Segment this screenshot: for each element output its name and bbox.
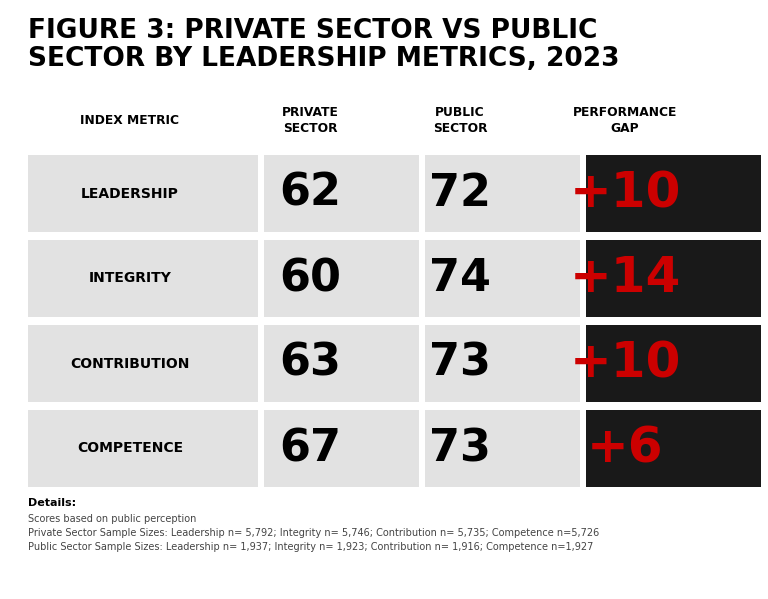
Bar [28, 410, 258, 487]
Text: Private Sector Sample Sizes: Leadership n= 5,792; Integrity n= 5,746; Contributi: Private Sector Sample Sizes: Leadership … [28, 528, 599, 538]
Bar [586, 155, 761, 232]
Text: Details:: Details: [28, 498, 76, 508]
Text: Public Sector Sample Sizes: Leadership n= 1,937; Integrity n= 1,923; Contributio: Public Sector Sample Sizes: Leadership n… [28, 542, 594, 552]
Text: +10: +10 [569, 340, 680, 388]
Text: PERFORMANCE
GAP: PERFORMANCE GAP [573, 105, 677, 135]
Bar [264, 325, 419, 402]
Text: +6: +6 [587, 425, 664, 473]
Bar [264, 240, 419, 317]
Bar [425, 410, 580, 487]
Text: 63: 63 [279, 342, 341, 385]
Text: INTEGRITY: INTEGRITY [88, 271, 171, 286]
Text: CONTRIBUTION: CONTRIBUTION [71, 356, 190, 371]
Text: INDEX METRIC: INDEX METRIC [81, 113, 180, 126]
Bar [586, 325, 761, 402]
Bar [28, 240, 258, 317]
Text: 73: 73 [429, 342, 491, 385]
Bar [264, 155, 419, 232]
Bar [586, 410, 761, 487]
Text: 73: 73 [429, 427, 491, 470]
Bar [28, 155, 258, 232]
Text: +10: +10 [569, 170, 680, 217]
Text: 67: 67 [279, 427, 341, 470]
Bar [425, 240, 580, 317]
Text: 60: 60 [279, 257, 341, 300]
Bar [425, 155, 580, 232]
Bar [586, 240, 761, 317]
Text: COMPETENCE: COMPETENCE [77, 441, 183, 455]
Text: PUBLIC
SECTOR: PUBLIC SECTOR [432, 105, 487, 135]
Text: SECTOR BY LEADERSHIP METRICS, 2023: SECTOR BY LEADERSHIP METRICS, 2023 [28, 46, 620, 72]
Text: 62: 62 [279, 172, 341, 215]
Text: FIGURE 3: PRIVATE SECTOR VS PUBLIC: FIGURE 3: PRIVATE SECTOR VS PUBLIC [28, 18, 598, 44]
Text: 74: 74 [429, 257, 491, 300]
Bar [28, 325, 258, 402]
Bar [264, 410, 419, 487]
Text: Scores based on public perception: Scores based on public perception [28, 514, 197, 524]
Text: 72: 72 [429, 172, 491, 215]
Text: PRIVATE
SECTOR: PRIVATE SECTOR [282, 105, 339, 135]
Text: LEADERSHIP: LEADERSHIP [81, 186, 179, 201]
Bar [425, 325, 580, 402]
Text: +14: +14 [569, 255, 680, 302]
